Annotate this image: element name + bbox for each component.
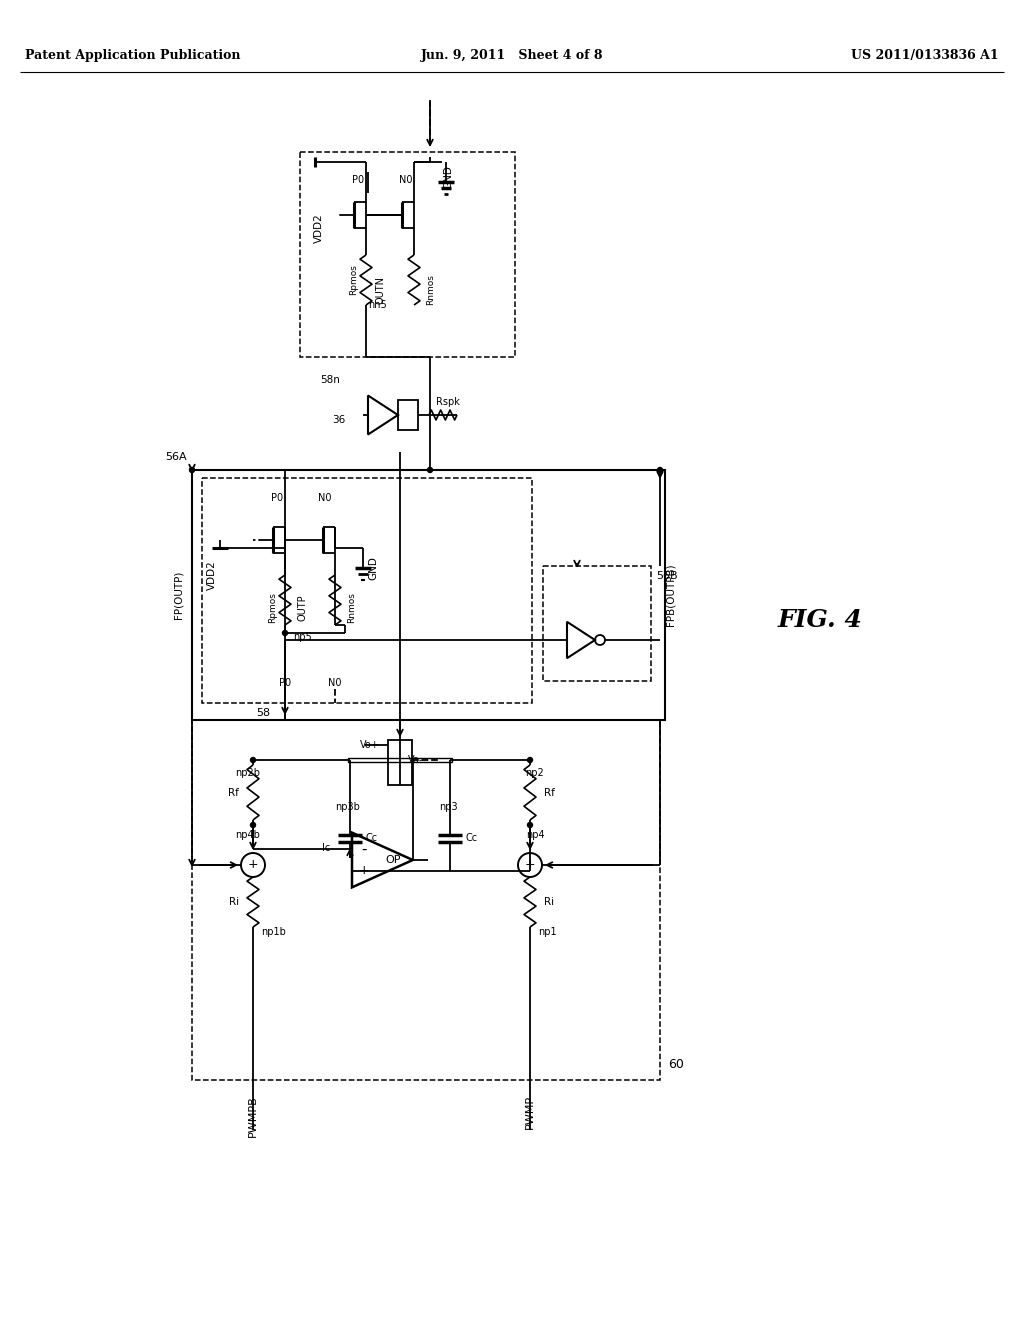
Text: N0: N0 xyxy=(318,492,332,503)
Text: Cc: Cc xyxy=(365,833,377,843)
Text: OUTP: OUTP xyxy=(297,595,307,622)
Text: np3: np3 xyxy=(438,803,458,812)
Text: np4: np4 xyxy=(525,830,545,840)
Circle shape xyxy=(189,467,195,473)
Text: nn5: nn5 xyxy=(368,300,387,310)
Text: Cc: Cc xyxy=(465,833,477,843)
Text: np1b: np1b xyxy=(261,927,286,937)
Text: FP(OUTP): FP(OUTP) xyxy=(174,570,184,619)
Text: FIG. 4: FIG. 4 xyxy=(777,609,862,632)
Text: Rpmos: Rpmos xyxy=(268,593,278,623)
Text: P0: P0 xyxy=(279,678,291,688)
Text: GND: GND xyxy=(368,556,378,579)
Text: P0: P0 xyxy=(271,492,283,503)
Text: 36: 36 xyxy=(332,414,345,425)
Text: -: - xyxy=(361,842,367,857)
Text: PWMPB: PWMPB xyxy=(248,1096,258,1137)
Text: np4b: np4b xyxy=(236,830,260,840)
Text: Rf: Rf xyxy=(228,788,239,797)
Text: Ri: Ri xyxy=(229,898,239,907)
Text: +: + xyxy=(248,858,258,871)
Circle shape xyxy=(283,631,288,635)
Text: np5: np5 xyxy=(293,632,311,642)
Text: Rpmos: Rpmos xyxy=(349,264,358,296)
Text: 60: 60 xyxy=(668,1059,684,1072)
Text: Vo+: Vo+ xyxy=(360,741,380,750)
Circle shape xyxy=(657,467,663,473)
Text: N0: N0 xyxy=(399,176,413,185)
Text: Rnmos: Rnmos xyxy=(426,275,435,305)
Text: P0: P0 xyxy=(352,176,365,185)
Text: np1: np1 xyxy=(538,927,557,937)
Text: Rf: Rf xyxy=(544,788,555,797)
Text: PWMP: PWMP xyxy=(525,1096,535,1129)
Text: US 2011/0133836 A1: US 2011/0133836 A1 xyxy=(851,49,999,62)
Text: np2: np2 xyxy=(525,768,545,777)
Circle shape xyxy=(427,467,432,473)
Text: 58n: 58n xyxy=(321,375,340,385)
Text: Ic: Ic xyxy=(322,843,330,853)
Text: Jun. 9, 2011   Sheet 4 of 8: Jun. 9, 2011 Sheet 4 of 8 xyxy=(421,49,603,62)
Text: Patent Application Publication: Patent Application Publication xyxy=(25,49,241,62)
Text: +: + xyxy=(358,865,370,876)
Circle shape xyxy=(527,822,532,828)
Text: VDD2: VDD2 xyxy=(207,560,217,590)
Text: FPB(OUTPB): FPB(OUTPB) xyxy=(665,564,675,626)
Text: 56A: 56A xyxy=(165,451,187,462)
Text: N0: N0 xyxy=(329,678,342,688)
Text: Rnmos: Rnmos xyxy=(347,593,356,623)
Circle shape xyxy=(251,758,256,763)
Text: GND: GND xyxy=(443,165,453,189)
Text: 56B: 56B xyxy=(656,572,678,581)
Circle shape xyxy=(251,822,256,828)
Text: OUTN: OUTN xyxy=(376,276,386,304)
Text: np3b: np3b xyxy=(336,803,360,812)
Text: VDD2: VDD2 xyxy=(314,213,324,243)
Text: Rspk: Rspk xyxy=(436,397,460,407)
Text: 58: 58 xyxy=(256,708,270,718)
Circle shape xyxy=(527,758,532,763)
Text: Ri: Ri xyxy=(544,898,554,907)
Text: +: + xyxy=(524,858,536,871)
Text: np2b: np2b xyxy=(236,768,260,777)
Text: Vo-: Vo- xyxy=(408,755,423,766)
Text: OP: OP xyxy=(385,855,400,865)
